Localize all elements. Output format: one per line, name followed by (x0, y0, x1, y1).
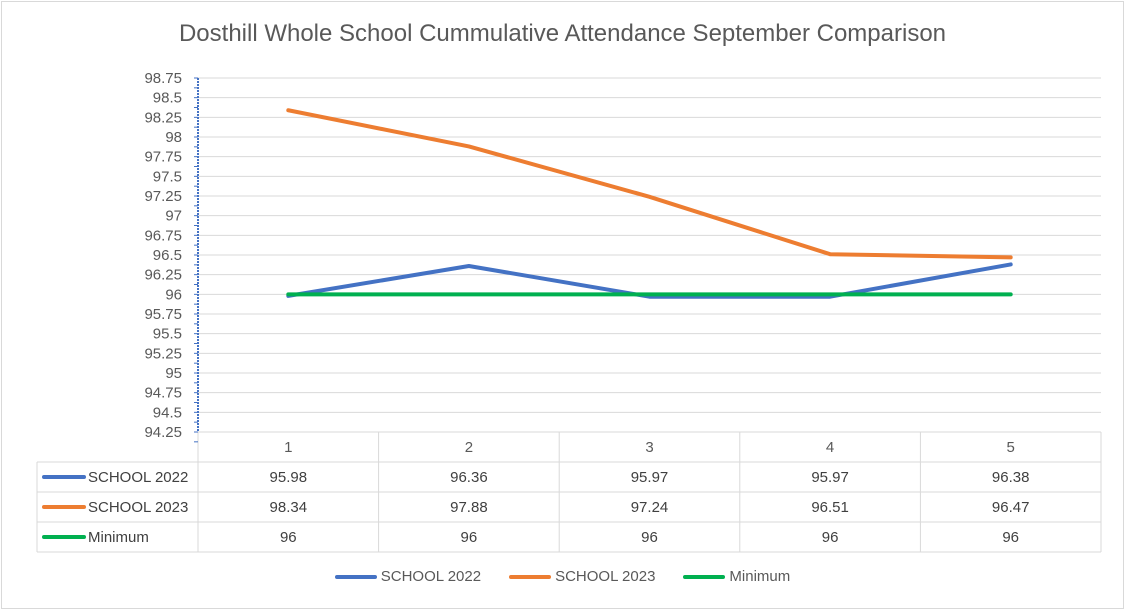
table-cell-value: 96 (280, 529, 297, 546)
table-series-name: SCHOOL 2023 (88, 499, 188, 516)
y-tick-label: 94.75 (144, 385, 182, 402)
y-tick-label: 95.5 (153, 326, 182, 343)
y-tick-label: 97 (165, 208, 182, 225)
legend-label: SCHOOL 2022 (380, 568, 482, 585)
y-tick-label: 96.75 (144, 227, 182, 244)
legend-item: Minimum (683, 568, 790, 585)
legend-swatch (509, 574, 552, 579)
y-tick-label: 97.75 (144, 149, 182, 166)
legend-label: SCHOOL 2023 (555, 568, 656, 585)
table-cell-value: 96 (641, 529, 658, 546)
table-cell-value: 96.38 (992, 469, 1030, 486)
y-tick-label: 95 (165, 365, 182, 382)
x-tick-label: 5 (1007, 439, 1015, 456)
y-tick-label: 98.75 (144, 70, 182, 87)
table-cell-value: 95.97 (631, 469, 669, 486)
legend-item: SCHOOL 2023 (509, 568, 655, 585)
y-tick-label: 96.25 (144, 267, 182, 284)
y-tick-label: 94.25 (144, 424, 182, 441)
table-cell-value: 95.98 (270, 469, 308, 486)
x-tick-label: 4 (826, 439, 834, 456)
legend-swatch (334, 574, 377, 579)
table-series-name: Minimum (88, 529, 149, 546)
series-lines (286, 108, 1013, 299)
y-tick-label: 96.5 (153, 247, 182, 264)
chart-title: Dosthill Whole School Cummulative Attend… (178, 20, 947, 47)
y-tick-label: 98 (165, 129, 182, 146)
table-cell-value: 96.47 (992, 499, 1030, 516)
y-tick-label: 94.5 (153, 404, 182, 421)
x-tick-label: 2 (465, 439, 473, 456)
table-cell-value: 97.24 (631, 499, 669, 516)
legend-item: SCHOOL 2022 (334, 568, 482, 585)
table-cell-value: 97.88 (450, 499, 488, 516)
y-tick-label: 96 (165, 286, 182, 303)
data-table: 1 2 3 4 5 SCHOOL 2022 95.98 96.36 95.97 95.97 96.3… (36, 431, 1102, 553)
table-cell-value: 96 (1002, 529, 1019, 546)
x-tick-label: 1 (284, 439, 292, 456)
gridlines (198, 77, 1101, 433)
y-tick-label: 95.75 (144, 306, 182, 323)
y-tick-label: 98.25 (144, 109, 182, 126)
table-cell-value: 95.97 (811, 469, 849, 486)
table-series-name: SCHOOL 2022 (88, 469, 188, 486)
table-cell-value: 98.34 (270, 499, 308, 516)
series-line (286, 108, 1013, 260)
y-axis: 98.75 98.5 98.25 98 97.75 97.5 97.25 97 96.75 96.… (144, 70, 199, 443)
legend: SCHOOL 2022 SCHOOL 2023 Minimum (0, 568, 1125, 585)
y-tick-label: 97.5 (153, 168, 182, 185)
table-cell-value: 96.36 (450, 469, 488, 486)
x-tick-label: 3 (645, 439, 653, 456)
series-line (286, 262, 1013, 299)
table-cell-value: 96.51 (811, 499, 849, 516)
y-tick-label: 98.5 (153, 90, 182, 107)
y-tick-label: 95.25 (144, 345, 182, 362)
legend-swatch (683, 574, 726, 579)
table-cell-value: 96 (822, 529, 839, 546)
table-cell-value: 96 (461, 529, 478, 546)
legend-label: Minimum (729, 568, 791, 585)
y-tick-label: 97.25 (144, 188, 182, 205)
